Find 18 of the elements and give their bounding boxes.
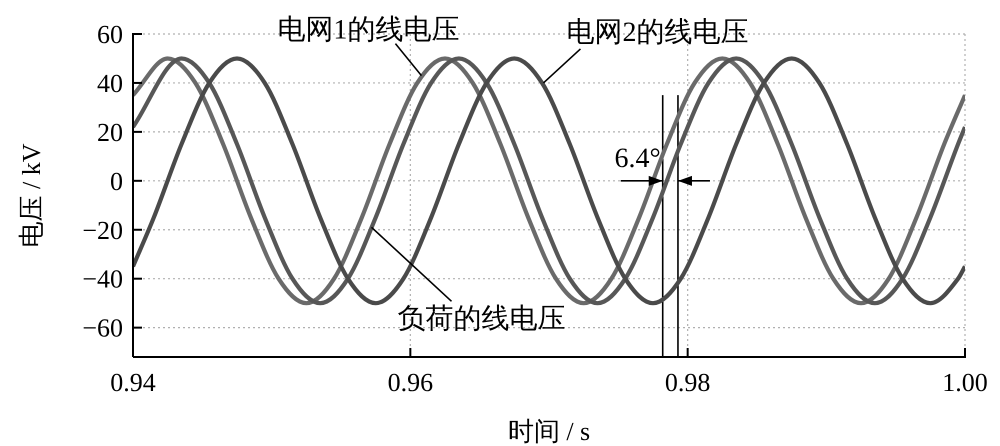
- x-tick-label: 0.94: [110, 368, 156, 397]
- annotation: 负荷的线电压: [398, 303, 566, 334]
- y-axis-title: 电压 / kV: [17, 143, 46, 248]
- annotation: 6.4°: [614, 142, 661, 174]
- x-axis-title: 时间 / s: [508, 417, 590, 446]
- y-tick-label: 0: [110, 166, 123, 196]
- x-tick-label: 0.96: [388, 368, 434, 397]
- y-tick-label: −40: [82, 264, 123, 294]
- annotation: 电网2的线电压: [566, 16, 748, 48]
- y-tick-label: 20: [97, 118, 123, 147]
- annotation: 电网1的线电压: [277, 14, 460, 46]
- x-tick-label: 1.00: [942, 368, 988, 397]
- line-series: [133, 56, 965, 306]
- y-tick-label: 60: [97, 20, 123, 49]
- y-tick-label: −20: [82, 216, 123, 245]
- y-tick-label: 40: [97, 68, 123, 98]
- y-tick-label: −60: [82, 314, 123, 343]
- x-tick-label: 0.98: [664, 368, 710, 397]
